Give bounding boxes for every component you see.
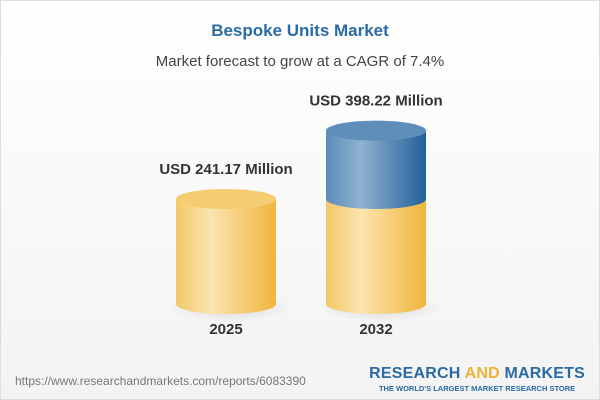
bar-2032-growth-segment (326, 130, 426, 209)
category-label: 2025 (209, 321, 242, 338)
category-label: 2032 (359, 321, 392, 338)
bar-2032-base-segment (326, 199, 426, 314)
source-url[interactable]: https://www.researchandmarkets.com/repor… (15, 374, 306, 388)
bar-top (176, 189, 276, 209)
research-and-markets-logo: RESEARCH AND MARKETS THE WORLD'S LARGEST… (369, 365, 585, 393)
bar-top (326, 120, 426, 141)
chart-title: Bespoke Units Market (211, 21, 389, 40)
bar-2025-cylinder (176, 199, 276, 314)
data-label: USD 398.22 Million (309, 93, 442, 110)
data-label: USD 241.17 Million (159, 161, 292, 178)
chart-subtitle: Market forecast to grow at a CAGR of 7.4… (155, 53, 445, 70)
